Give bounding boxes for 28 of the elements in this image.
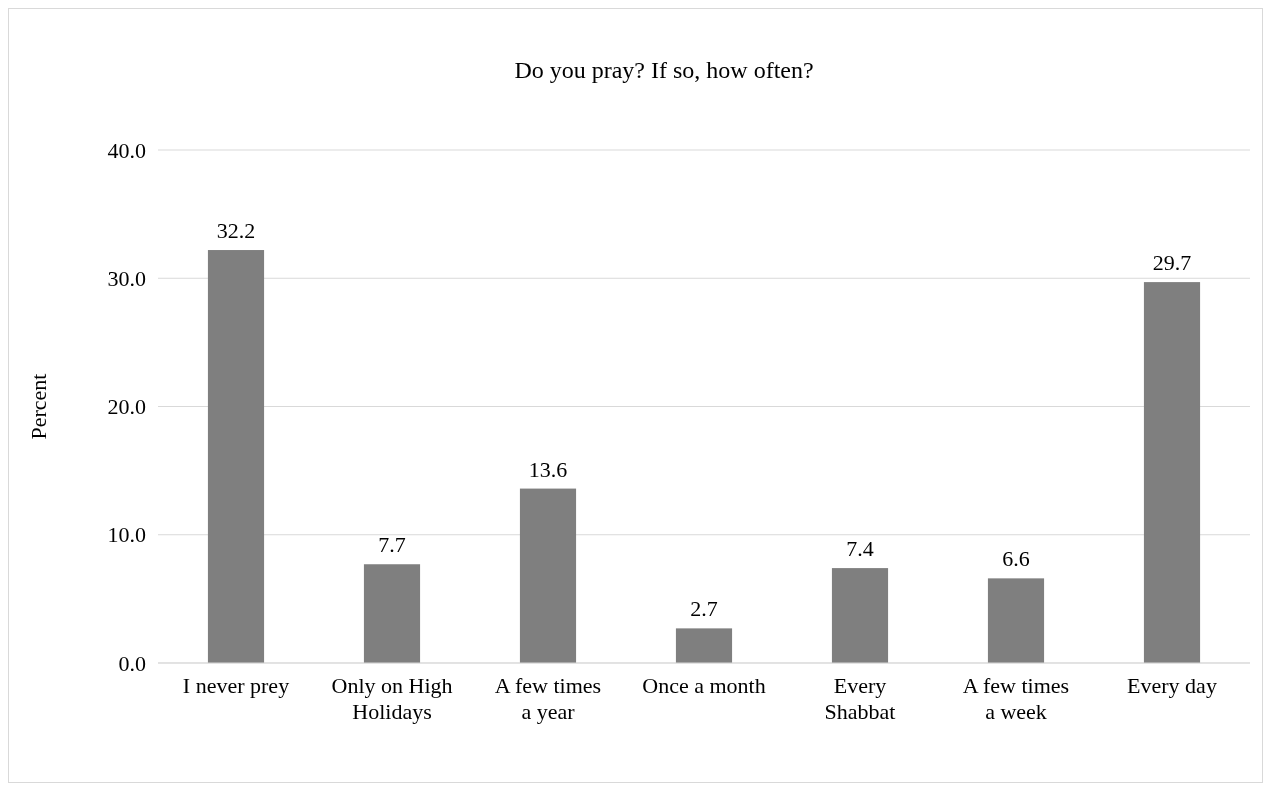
bar <box>363 564 421 663</box>
x-tick-label: Every day <box>1127 673 1217 698</box>
y-axis-title: Percent <box>26 373 51 440</box>
x-tick-label: Only on High Holidays <box>331 673 453 724</box>
data-label: 6.6 <box>1002 546 1030 572</box>
data-label: 13.6 <box>528 456 568 482</box>
x-tick-label: Every Shabbat <box>824 673 896 724</box>
chart-title: Do you pray? If so, how often? <box>514 57 814 83</box>
y-tick-label: 0.0 <box>118 650 146 676</box>
data-label: 7.4 <box>846 536 874 562</box>
bar <box>675 628 733 663</box>
y-tick-label: 40.0 <box>107 137 146 163</box>
data-label: 29.7 <box>1152 250 1192 276</box>
bar <box>831 568 889 663</box>
y-tick-label: 20.0 <box>107 394 146 420</box>
x-tick-label: A few times a year <box>494 673 602 724</box>
x-tick-label: I never prey <box>182 673 290 698</box>
bar <box>207 250 265 663</box>
bar <box>1143 282 1201 663</box>
data-label: 7.7 <box>378 532 406 558</box>
y-tick-label: 10.0 <box>107 522 146 548</box>
x-tick-label: Once a month <box>642 673 766 698</box>
bar <box>519 488 577 663</box>
data-label: 32.2 <box>216 218 256 244</box>
bar <box>987 578 1045 663</box>
x-tick-label: A few times a week <box>962 673 1070 724</box>
data-label: 2.7 <box>690 596 718 622</box>
y-tick-label: 30.0 <box>107 265 146 291</box>
